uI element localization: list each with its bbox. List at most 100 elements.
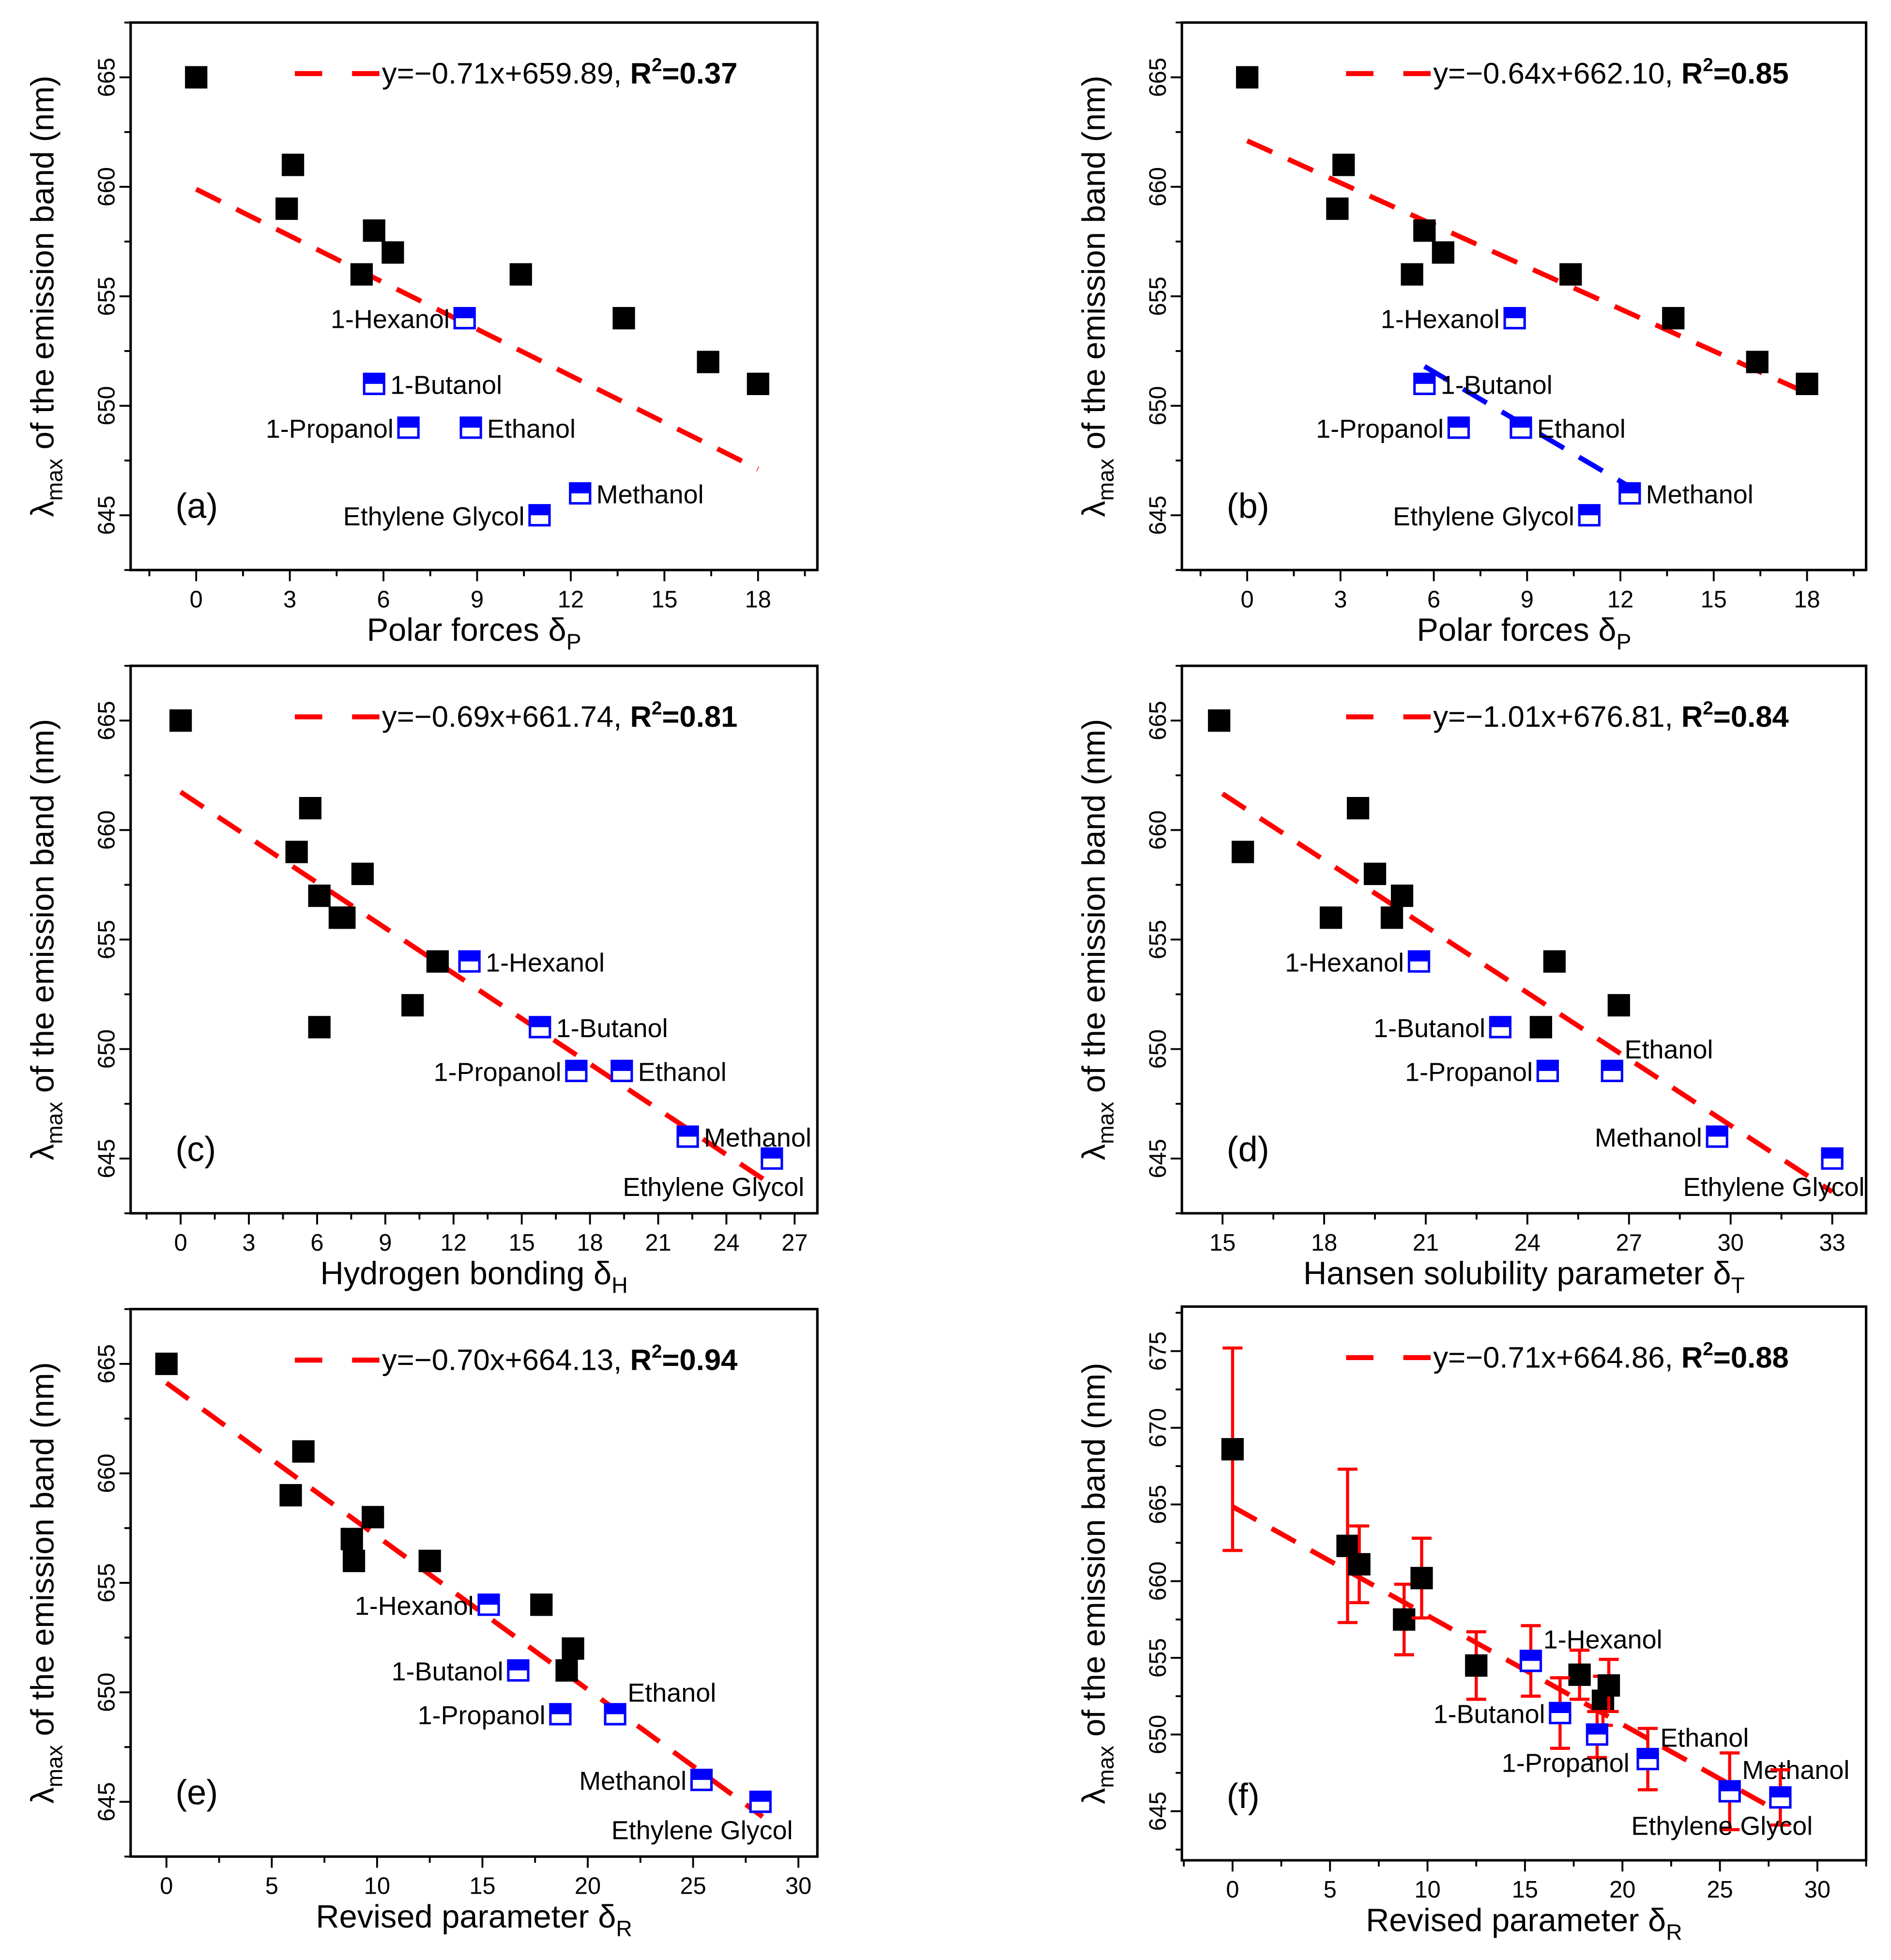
y-tick-label: 645 [1145,495,1171,535]
solvent-label: 1-Butanol [392,1657,503,1686]
solvent-label: Ethylene Glycol [623,1173,804,1202]
y-axis-label-part: of the emission band (nm) [25,1362,61,1745]
solvent-label: Methanol [596,480,704,509]
alcohol-fit-line [1423,364,1631,489]
data-point-black [1208,709,1231,732]
solvent-label: Ethanol [487,414,576,444]
x-tick-label: 6 [310,1230,323,1256]
panel-label: (d) [1227,1130,1269,1169]
data-point-black [1413,219,1436,242]
x-axis-label-subscript: P [566,629,581,655]
panel-label: (c) [175,1130,216,1169]
data-point-blue-fill [1822,1148,1843,1159]
data-point-black [1390,884,1414,907]
legend-equation: y=−0.69x+661.74, R2=0.81 [382,698,738,734]
solvent-label: Ethylene Glycol [343,502,525,531]
x-tick-label: 21 [645,1230,671,1256]
data-point-black [285,841,308,863]
data-point-blue-fill [1550,1703,1570,1713]
y-axis-label-part: λ [25,1144,61,1160]
x-tick-label: 6 [1427,586,1440,612]
legend-equation-text: y=−0.71x+664.86, [1433,1341,1681,1374]
x-tick-label: 0 [160,1873,173,1899]
plot-frame [1180,664,1868,1215]
y-axis-label-part: λ [1076,1144,1112,1160]
panel-e: 0 5 10 15 20 25 30 645 650 655 660 665 Revised param… [25,1308,819,1941]
data-point-blue-fill [691,1770,712,1780]
solvent-label: Ethylene Glycol [1631,1811,1813,1840]
y-tick-label: 670 [1145,1408,1171,1447]
data-point-blue-fill [570,483,590,493]
x-axis-label-text: Revised parameter δ [1366,1903,1666,1939]
y-tick-label: 650 [1145,386,1171,425]
data-point-black [747,372,769,395]
data-point-blue-fill [1619,483,1640,493]
legend-equation: y=−0.71x+664.86, R2=0.88 [1433,1339,1789,1375]
solvent-label: 1-Hexanol [1285,948,1404,977]
x-tick-label: 12 [1607,586,1633,612]
y-axis-label: λmax of the emission band (nm) [25,76,67,517]
panel-b: 0 3 6 9 12 15 18 645 650 655 660 665 Polar forces δP… [1076,21,1868,655]
x-tick-label: 21 [1413,1230,1439,1256]
fit-line [1246,138,1808,396]
data-point-black [1432,241,1455,264]
plot-frame [129,1308,819,1858]
data-point-blue-fill [566,1061,586,1071]
panel-label: (f) [1227,1777,1260,1816]
data-point-black [350,263,373,286]
x-tick-label: 15 [1701,586,1727,612]
x-tick-label: 15 [1512,1877,1538,1903]
legend-equation-text: y=−0.71x+659.89, [382,57,630,91]
x-axis-label-text: Hansen solubility parameter δ [1303,1256,1731,1291]
solvent-label: Ethanol [1625,1035,1713,1064]
x-axis-label: Polar forces δP [367,612,581,655]
data-point-black [169,709,192,732]
fit-line [1231,1504,1780,1814]
data-point-black [1597,1674,1620,1697]
data-point-blue-fill [1490,1017,1510,1027]
y-axis-label: λmax of the emission band (nm) [1076,76,1118,517]
legend-r2-exp: 2 [652,55,662,76]
y-tick-label: 650 [93,1029,120,1069]
solvent-label: Methanol [1742,1756,1849,1785]
y-axis-label-part: λ [1076,1788,1112,1804]
data-point-black [1796,372,1818,395]
data-point-black [351,862,374,885]
x-tick-label: 15 [1209,1230,1235,1256]
solvent-label: Ethylene Glycol [611,1816,793,1845]
data-point-black [1332,153,1355,176]
legend-r2-value: =0.84 [1713,700,1789,734]
panel-label: (e) [175,1773,218,1812]
y-tick-label: 660 [93,811,120,850]
legend-r2-value: =0.37 [662,57,737,91]
data-point-black [1401,263,1423,286]
data-point-blue-fill [1409,951,1429,962]
y-tick-label: 645 [93,1782,120,1822]
data-point-blue-fill [459,951,480,962]
x-tick-label: 15 [509,1230,535,1256]
data-point-black [426,950,449,973]
data-point-blue-fill [1521,1651,1541,1661]
data-point-blue-fill [1510,417,1531,428]
x-axis-label-text: Polar forces δ [1417,612,1616,648]
y-tick-label: 655 [1145,1638,1171,1677]
x-tick-label: 18 [1311,1230,1337,1256]
y-tick-label: 650 [1145,1715,1171,1754]
x-tick-label: 0 [174,1230,187,1256]
y-tick-label: 645 [93,495,120,535]
solvent-label: Ethanol [1660,1723,1749,1752]
y-tick-label: 655 [1145,276,1171,316]
y-tick-label: 650 [1145,1029,1171,1069]
y-axis-label: λmax of the emission band (nm) [1076,1363,1118,1805]
x-axis-label: Polar forces δP [1417,612,1631,655]
legend-equation: y=−1.01x+676.81, R2=0.84 [1433,698,1789,734]
data-point-blue-fill [1587,1724,1607,1735]
y-tick-label: 655 [1145,920,1171,959]
data-point-black [281,153,305,176]
data-point-black [1221,1438,1244,1461]
x-tick-label: 5 [265,1873,278,1899]
legend-equation: y=−0.70x+664.13, R2=0.94 [382,1341,738,1377]
x-tick-label: 9 [1521,586,1534,612]
x-axis-label-text: Polar forces δ [367,612,566,648]
y-tick-label: 655 [93,1563,120,1602]
